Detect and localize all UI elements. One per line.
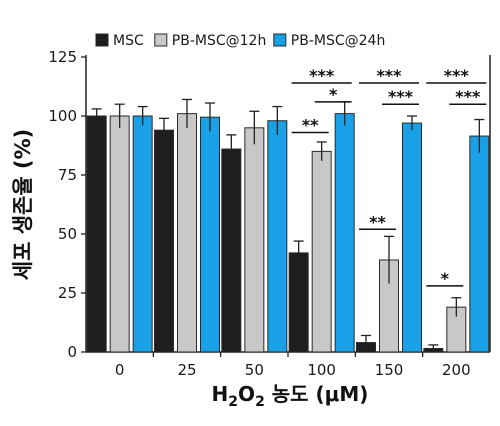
- bar: [469, 135, 490, 353]
- significance-label: **: [369, 212, 386, 231]
- axis-labels: 세포 생존율 (%)H2O2 농도 (μM): [11, 129, 368, 410]
- bar: [132, 115, 153, 353]
- x-axis-title-part: 2: [228, 394, 238, 410]
- y-tick-label: 100: [48, 107, 77, 125]
- x-axis-title-part: O: [238, 382, 255, 406]
- bar: [221, 148, 242, 353]
- significance-label: *: [329, 85, 338, 104]
- significance-label: ***: [444, 66, 470, 85]
- bars: [86, 113, 490, 353]
- axes: 0 25 50 75 100 125 0 25 50 100 150 200: [48, 48, 491, 379]
- y-tick-label: 50: [58, 225, 77, 243]
- legend: MSC PB-MSC@12h PB-MSC@24h: [95, 33, 386, 49]
- significance-brackets: *********************: [291, 66, 487, 288]
- x-axis-title: H2O2 농도 (μM): [212, 382, 369, 410]
- x-tick-label: 100: [307, 361, 336, 379]
- error-bars: [91, 98, 485, 352]
- y-tick-label: 75: [58, 166, 77, 184]
- x-axis-title-part: H: [212, 382, 229, 406]
- significance-label: **: [302, 116, 319, 135]
- bar: [334, 113, 355, 353]
- x-tick-label: 0: [115, 361, 125, 379]
- x-tick-label: 200: [442, 361, 471, 379]
- bar: [177, 113, 197, 353]
- bar: [244, 127, 265, 353]
- y-tick-label: 0: [67, 343, 77, 361]
- x-tick-label: 25: [177, 361, 196, 379]
- bar: [154, 129, 174, 353]
- legend-label: PB-MSC@24h: [291, 33, 386, 49]
- y-tick-label: 125: [48, 48, 77, 66]
- bar: [200, 116, 220, 353]
- bar: [402, 122, 422, 353]
- x-axis-title-part: 2: [255, 394, 265, 410]
- legend-swatch: [273, 33, 287, 47]
- y-axis-title: 세포 생존율 (%): [11, 129, 35, 280]
- x-axis-title-part: 농도 (μM): [265, 382, 369, 406]
- y-tick-label: 25: [58, 284, 77, 302]
- significance-label: *: [441, 269, 450, 288]
- legend-swatch: [154, 33, 168, 47]
- x-tick-label: 150: [375, 361, 404, 379]
- bar: [267, 120, 288, 353]
- significance-label: ***: [376, 66, 402, 85]
- significance-label: ***: [388, 87, 414, 106]
- bar: [311, 150, 332, 353]
- bar: [86, 115, 107, 353]
- legend-label: PB-MSC@12h: [172, 33, 267, 49]
- legend-swatch: [95, 33, 109, 47]
- x-tick-label: 50: [245, 361, 264, 379]
- bar: [288, 252, 309, 353]
- bar: [109, 115, 130, 353]
- significance-label: ***: [309, 66, 335, 85]
- legend-label: MSC: [113, 33, 144, 49]
- significance-label: ***: [455, 87, 481, 106]
